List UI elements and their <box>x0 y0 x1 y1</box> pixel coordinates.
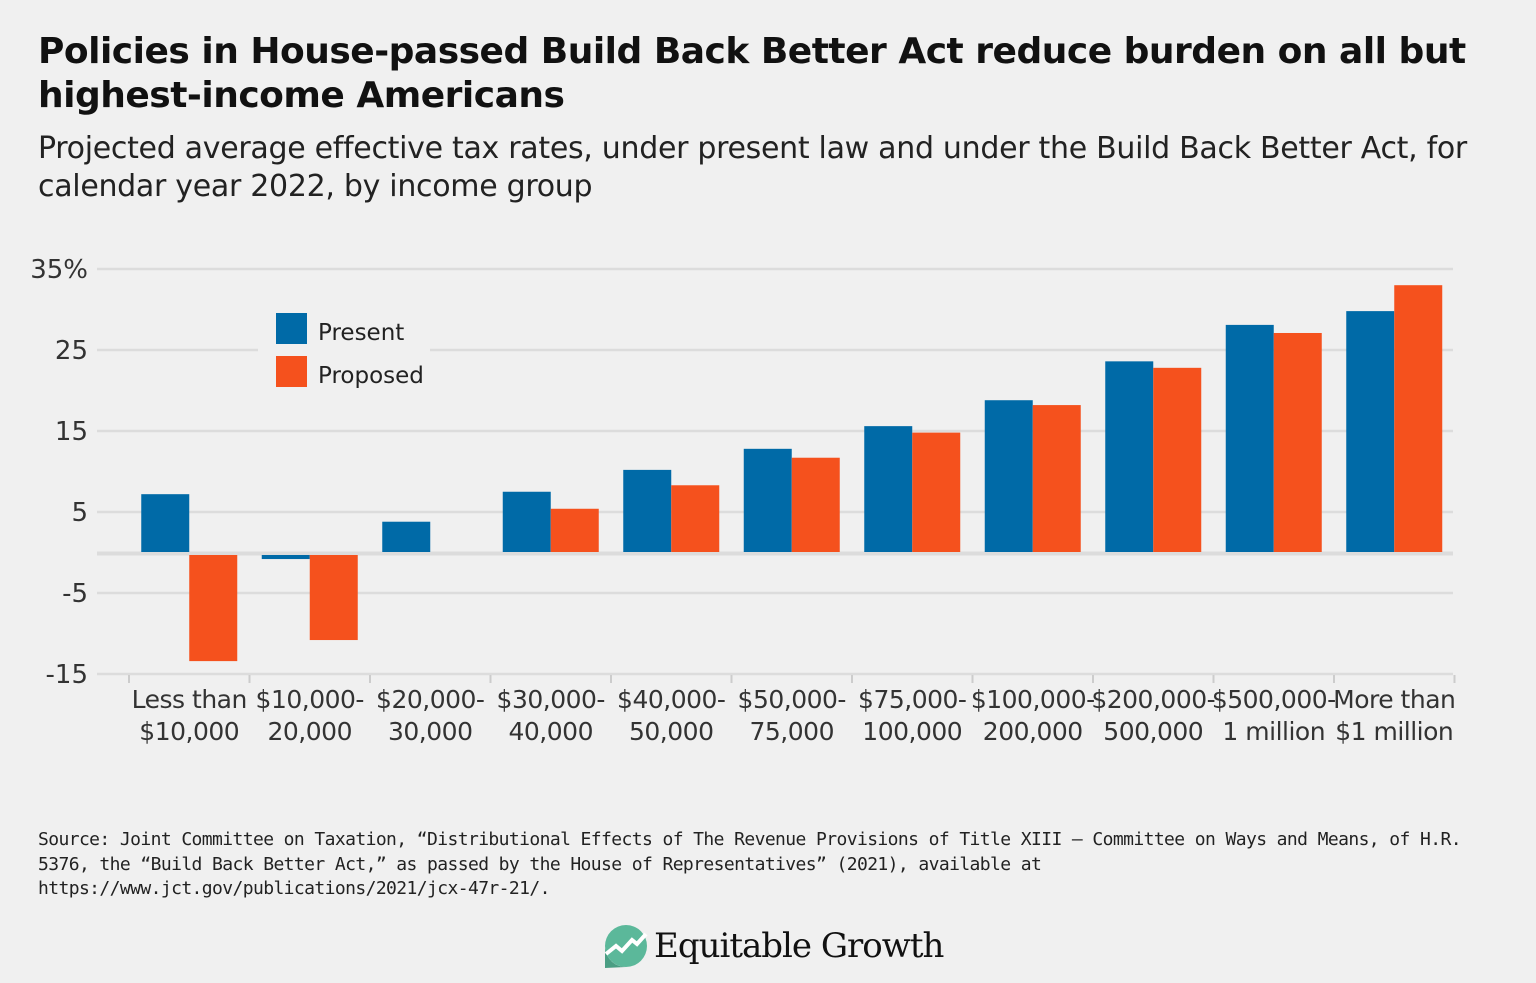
x-tick-label: $30,000- <box>497 685 605 714</box>
x-tick-label: 30,000 <box>388 717 472 746</box>
equitable-growth-logo: Equitable Growth <box>604 924 944 968</box>
bar-present <box>382 521 431 552</box>
x-tick-label: $75,000- <box>858 685 966 714</box>
x-tick-label: $10,000- <box>256 685 364 714</box>
bar-present <box>261 555 310 560</box>
bar-proposed <box>550 508 599 552</box>
x-tick-label: $500,000- <box>1212 685 1336 714</box>
bar-present <box>1105 361 1154 552</box>
rising-line-circle-icon <box>604 925 648 968</box>
chart-subtitle: Projected average effective tax rates, u… <box>38 131 1467 204</box>
y-tick-label: 15 <box>55 417 88 447</box>
x-tick-label: 20,000 <box>268 717 352 746</box>
x-tick-label: 100,000 <box>862 717 962 746</box>
bar-proposed <box>309 555 358 641</box>
legend-swatch-proposed <box>276 356 307 387</box>
y-tick-label: 5 <box>71 498 88 528</box>
x-tick-label: 50,000 <box>629 717 713 746</box>
y-tick-label: 35% <box>30 255 88 285</box>
bar-proposed <box>912 432 961 552</box>
bar-proposed <box>1032 405 1081 552</box>
source-note: Source: Joint Committee on Taxation, “Di… <box>38 829 1462 899</box>
x-tick-label: $20,000- <box>376 685 484 714</box>
bar-present <box>502 491 551 552</box>
x-tick-label: 1 million <box>1222 717 1325 746</box>
bar-proposed <box>189 555 238 662</box>
x-tick-label: $10,000 <box>139 717 239 746</box>
bar-proposed <box>791 457 840 552</box>
bar-proposed <box>671 485 720 552</box>
bar-present <box>984 400 1033 552</box>
bar-present <box>141 494 190 552</box>
x-tick-label: $100,000- <box>971 685 1095 714</box>
bar-proposed <box>1153 367 1202 552</box>
bar-chart: 35% 25 15 5 -5 -15 Less than $10,000 $10,000- 20,… <box>30 255 1456 746</box>
y-tick-label: -5 <box>62 579 88 609</box>
x-tick-label: $50,000- <box>738 685 846 714</box>
x-tick-label: 500,000 <box>1103 717 1203 746</box>
bar-present <box>1225 324 1274 552</box>
bar-present <box>864 426 913 552</box>
bar-proposed <box>1273 332 1322 552</box>
legend-label-present: Present <box>318 320 404 346</box>
x-tick-label: 75,000 <box>750 717 834 746</box>
x-tick-label: More than <box>1333 685 1455 714</box>
x-tick-label: $1 million <box>1335 717 1453 746</box>
x-tick-label: Less than <box>132 685 247 714</box>
x-tick-label: $200,000- <box>1091 685 1215 714</box>
x-tick-label: 200,000 <box>983 717 1083 746</box>
bar-present <box>743 448 792 552</box>
y-tick-label: -15 <box>46 660 88 690</box>
bar-present <box>623 469 672 552</box>
x-tick-label: $40,000- <box>617 685 725 714</box>
legend-swatch-present <box>276 313 307 344</box>
y-tick-label: 25 <box>55 336 88 366</box>
legend-label-proposed: Proposed <box>318 363 424 389</box>
x-tick-label: 40,000 <box>509 717 593 746</box>
bar-present <box>1346 311 1395 552</box>
bar-proposed <box>1394 285 1443 552</box>
chart-title: Policies in House-passed Build Back Bett… <box>38 31 1466 116</box>
